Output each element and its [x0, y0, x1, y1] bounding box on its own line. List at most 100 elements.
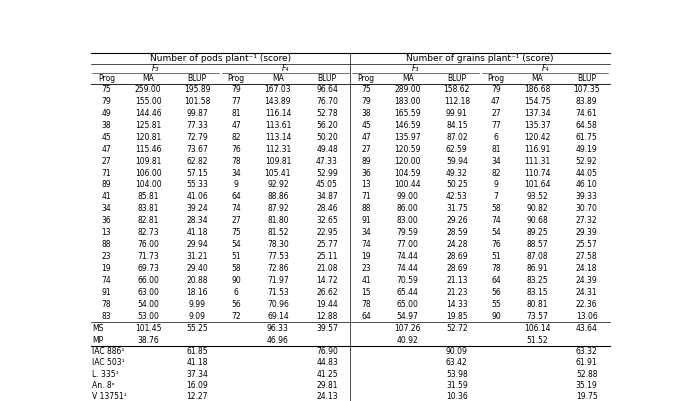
Text: 47: 47 [102, 145, 111, 154]
Text: 10.36: 10.36 [446, 392, 468, 401]
Text: 7: 7 [494, 192, 499, 201]
Text: 21.23: 21.23 [446, 288, 468, 297]
Text: 101.58: 101.58 [184, 97, 210, 106]
Text: 259.00: 259.00 [135, 85, 162, 94]
Text: 16.09: 16.09 [186, 381, 208, 390]
Text: 85.81: 85.81 [137, 192, 159, 201]
Text: Prog: Prog [228, 74, 245, 83]
Text: 61.85: 61.85 [186, 347, 208, 356]
Text: Prog: Prog [488, 74, 505, 83]
Text: 29.39: 29.39 [576, 228, 597, 237]
Text: 64.58: 64.58 [576, 121, 597, 130]
Text: 113.61: 113.61 [265, 121, 291, 130]
Text: 38: 38 [102, 121, 111, 130]
Text: 62.82: 62.82 [186, 157, 208, 166]
Text: IAC 886¹: IAC 886¹ [92, 347, 125, 356]
Text: 34: 34 [231, 168, 241, 178]
Text: 111.31: 111.31 [524, 157, 550, 166]
Text: 75: 75 [361, 85, 371, 94]
Text: 21.08: 21.08 [316, 264, 338, 273]
Text: 71.73: 71.73 [137, 252, 159, 261]
Text: 109.81: 109.81 [265, 157, 291, 166]
Text: Number of grains plant⁻¹ (score): Number of grains plant⁻¹ (score) [406, 54, 554, 63]
Text: MA: MA [272, 74, 284, 83]
Text: 14.72: 14.72 [316, 276, 338, 285]
Text: 77: 77 [231, 97, 241, 106]
Text: 88.57: 88.57 [527, 240, 548, 249]
Text: 49.19: 49.19 [576, 145, 597, 154]
Text: 74: 74 [491, 216, 501, 225]
Text: 57.15: 57.15 [186, 168, 208, 178]
Text: 65.00: 65.00 [397, 300, 419, 309]
Text: 96.33: 96.33 [267, 324, 289, 333]
Text: BLUP: BLUP [188, 74, 207, 83]
Text: 51.52: 51.52 [527, 336, 548, 344]
Text: 83: 83 [102, 312, 111, 321]
Text: 44.83: 44.83 [316, 358, 338, 367]
Text: An. 8ᵒ: An. 8ᵒ [92, 381, 115, 390]
Text: 144.46: 144.46 [135, 109, 162, 118]
Text: 77.53: 77.53 [267, 252, 289, 261]
Text: 63.32: 63.32 [576, 347, 597, 356]
Text: 54.00: 54.00 [137, 300, 159, 309]
Text: 9: 9 [234, 180, 239, 190]
Text: 22.95: 22.95 [316, 228, 338, 237]
Text: 77.00: 77.00 [397, 240, 419, 249]
Text: 34: 34 [361, 228, 371, 237]
Text: 9: 9 [494, 180, 499, 190]
Text: 88.86: 88.86 [267, 192, 288, 201]
Text: 19: 19 [102, 264, 111, 273]
Text: 43.64: 43.64 [576, 324, 597, 333]
Text: 25.11: 25.11 [316, 252, 338, 261]
Text: 12.27: 12.27 [186, 392, 208, 401]
Text: 71: 71 [361, 192, 371, 201]
Text: 82.81: 82.81 [137, 216, 159, 225]
Text: 76.90: 76.90 [316, 347, 338, 356]
Text: 76.70: 76.70 [316, 97, 338, 106]
Text: 155.00: 155.00 [135, 97, 162, 106]
Text: 45.05: 45.05 [316, 180, 338, 190]
Text: 64: 64 [361, 312, 371, 321]
Text: 73.67: 73.67 [186, 145, 208, 154]
Text: 30.70: 30.70 [576, 205, 597, 213]
Text: 20.88: 20.88 [186, 276, 208, 285]
Text: 52.72: 52.72 [446, 324, 468, 333]
Text: 39.33: 39.33 [576, 192, 597, 201]
Text: 54.97: 54.97 [397, 312, 419, 321]
Text: 158.62: 158.62 [443, 85, 470, 94]
Text: F₃: F₃ [152, 64, 160, 73]
Text: 39.24: 39.24 [186, 205, 208, 213]
Text: 24.13: 24.13 [316, 392, 338, 401]
Text: 39.57: 39.57 [316, 324, 338, 333]
Text: 88: 88 [102, 240, 111, 249]
Text: 47: 47 [361, 133, 371, 142]
Text: 79: 79 [361, 97, 371, 106]
Text: MA: MA [142, 74, 154, 83]
Text: 31.59: 31.59 [446, 381, 468, 390]
Text: 62.59: 62.59 [446, 145, 468, 154]
Text: 42.53: 42.53 [446, 192, 468, 201]
Text: 27.32: 27.32 [576, 216, 597, 225]
Text: 29.40: 29.40 [186, 264, 208, 273]
Text: 76.00: 76.00 [137, 240, 159, 249]
Text: 86.00: 86.00 [397, 205, 419, 213]
Text: 27: 27 [361, 145, 371, 154]
Text: F₄: F₄ [282, 64, 289, 73]
Text: 55.25: 55.25 [186, 324, 208, 333]
Text: 69.73: 69.73 [137, 264, 159, 273]
Text: 49: 49 [102, 109, 111, 118]
Text: 64: 64 [231, 192, 241, 201]
Text: 79: 79 [102, 97, 111, 106]
Text: 14.33: 14.33 [446, 300, 468, 309]
Text: 38: 38 [361, 109, 371, 118]
Text: 88: 88 [361, 205, 371, 213]
Text: 45: 45 [361, 121, 371, 130]
Text: 89: 89 [361, 157, 371, 166]
Text: 74.44: 74.44 [397, 264, 419, 273]
Text: 78: 78 [361, 300, 371, 309]
Text: 77.33: 77.33 [186, 121, 208, 130]
Text: 84.15: 84.15 [446, 121, 468, 130]
Text: 24.18: 24.18 [576, 264, 597, 273]
Text: 61.91: 61.91 [576, 358, 597, 367]
Text: 99.91: 99.91 [446, 109, 468, 118]
